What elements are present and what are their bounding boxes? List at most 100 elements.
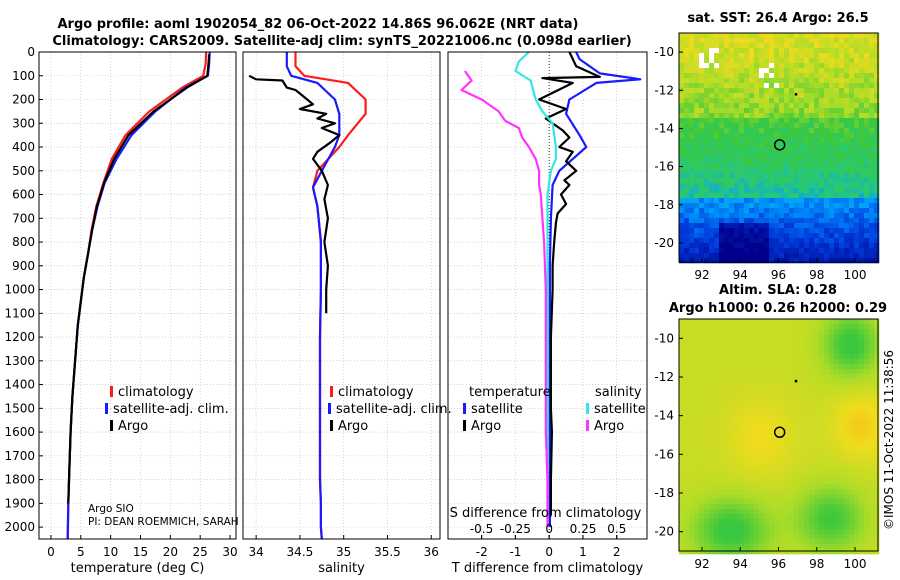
- sla-cell: [779, 384, 785, 390]
- sst-cell: [864, 213, 870, 219]
- map-y-tick-label: -16: [654, 160, 674, 174]
- sst-cell: [704, 68, 710, 74]
- sla-cell: [724, 374, 730, 380]
- sla-cell: [819, 549, 825, 555]
- sla-cell: [749, 544, 755, 550]
- sst-cell: [724, 158, 730, 164]
- sst-cell: [714, 133, 720, 139]
- sst-cell: [844, 93, 850, 99]
- sla-cell: [714, 494, 720, 500]
- sst-cell: [829, 113, 835, 119]
- sst-cell: [679, 163, 685, 169]
- sla-cell: [699, 349, 705, 355]
- sla-cell: [699, 499, 705, 505]
- sla-cell: [834, 544, 840, 550]
- sla-cell: [699, 514, 705, 520]
- sla-cell: [719, 544, 725, 550]
- sla-cell: [844, 414, 850, 420]
- sst-cell: [744, 163, 750, 169]
- sst-cell: [869, 43, 875, 49]
- sla-cell: [844, 399, 850, 405]
- sst-cell: [769, 123, 775, 129]
- sla-cell: [829, 484, 835, 490]
- sla-cell: [849, 434, 855, 440]
- y-tick-label: 2000: [4, 520, 35, 534]
- sst-cell: [734, 223, 740, 229]
- sla-cell: [759, 489, 765, 495]
- y-tick-label: 1000: [4, 283, 35, 297]
- sla-cell: [859, 349, 865, 355]
- sst-cell: [789, 63, 795, 69]
- sla-cell: [729, 529, 735, 535]
- sst-cell: [779, 233, 785, 239]
- sla-cell: [859, 464, 865, 470]
- sst-cell: [769, 63, 775, 69]
- sla-cell: [864, 319, 870, 325]
- sla-cell: [729, 319, 735, 325]
- sla-cell: [854, 339, 860, 345]
- sla-cell: [809, 429, 815, 435]
- sst-cell: [869, 188, 875, 194]
- sla-cell: [704, 514, 710, 520]
- sst-cell: [719, 43, 725, 49]
- sla-cell: [799, 464, 805, 470]
- sst-cell: [844, 233, 850, 239]
- sst-cell: [834, 93, 840, 99]
- sst-cell: [839, 188, 845, 194]
- header-line1: Argo profile: aoml 1902054_82 06-Oct-202…: [58, 17, 579, 32]
- sla-cell: [734, 524, 740, 530]
- sla-cell: [709, 519, 715, 525]
- sst-cell: [854, 153, 860, 159]
- sla-cell: [739, 459, 745, 465]
- sla-cell: [769, 389, 775, 395]
- sst-cell: [709, 113, 715, 119]
- sla-cell: [704, 399, 710, 405]
- sla-cell: [759, 374, 765, 380]
- sst-cell: [714, 108, 720, 114]
- sla-cell: [759, 529, 765, 535]
- sla-cell: [719, 514, 725, 520]
- sla-cell: [819, 319, 825, 325]
- sst-cell: [784, 168, 790, 174]
- sst-cell: [794, 103, 800, 109]
- sst-cell: [679, 188, 685, 194]
- sla-cell: [794, 439, 800, 445]
- sla-cell: [709, 444, 715, 450]
- sst-cell: [709, 98, 715, 104]
- sst-cell: [779, 33, 785, 39]
- sst-cell: [699, 138, 705, 144]
- sla-cell: [839, 544, 845, 550]
- sla-cell: [774, 464, 780, 470]
- sst-cell: [849, 63, 855, 69]
- sla-cell: [874, 524, 880, 530]
- sla-cell: [704, 369, 710, 375]
- sla-cell: [854, 409, 860, 415]
- sst-cell: [799, 78, 805, 84]
- sst-cell: [779, 148, 785, 154]
- sla-cell: [809, 479, 815, 485]
- sst-cell: [719, 253, 725, 259]
- sst-cell: [724, 218, 730, 224]
- sst-cell: [824, 163, 830, 169]
- sla-cell: [874, 319, 880, 325]
- sst-cell: [694, 243, 700, 249]
- sst-cell: [874, 143, 880, 149]
- sla-cell: [809, 434, 815, 440]
- sla-cell: [829, 464, 835, 470]
- sla-cell: [874, 369, 880, 375]
- sst-cell: [684, 213, 690, 219]
- sla-cell: [759, 539, 765, 545]
- sst-cell: [749, 253, 755, 259]
- sla-cell: [679, 499, 685, 505]
- sst-cell: [804, 233, 810, 239]
- sla-cell: [789, 419, 795, 425]
- sst-cell: [729, 218, 735, 224]
- sst-cell: [774, 178, 780, 184]
- sla-cell: [699, 439, 705, 445]
- sst-cell: [699, 163, 705, 169]
- sla-cell: [869, 544, 875, 550]
- sst-cell: [829, 133, 835, 139]
- sst-cell: [849, 58, 855, 64]
- sla-cell: [744, 469, 750, 475]
- sst-cell: [809, 143, 815, 149]
